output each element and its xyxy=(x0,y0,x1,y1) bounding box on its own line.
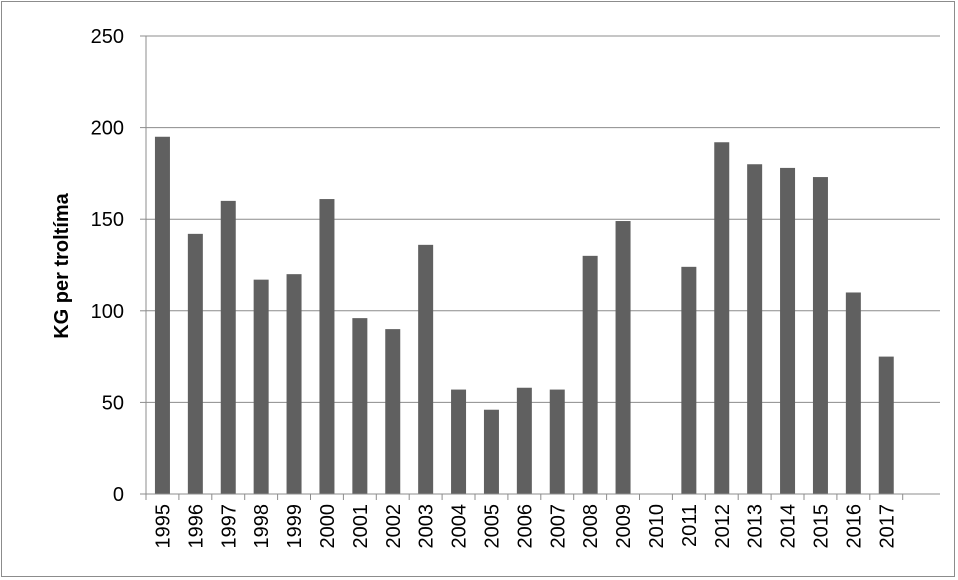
bar-2005 xyxy=(483,409,499,494)
x-tick-label: 2009 xyxy=(613,504,635,549)
y-tick-label: 100 xyxy=(91,301,124,323)
bar-2014 xyxy=(780,167,796,495)
bar-2016 xyxy=(845,292,861,494)
y-tick-label: 0 xyxy=(113,484,124,506)
bar-2009 xyxy=(615,221,631,495)
x-tick-label: 2010 xyxy=(646,504,668,549)
y-tick-label: 250 xyxy=(91,26,124,48)
bar-2011 xyxy=(681,266,697,494)
x-tick-label: 2013 xyxy=(745,504,767,549)
bar-2000 xyxy=(319,199,335,494)
bars xyxy=(154,136,894,495)
x-tick-label: 1997 xyxy=(218,504,240,549)
bar-1997 xyxy=(220,200,236,494)
bar-2004 xyxy=(451,389,467,494)
x-tick-label: 1998 xyxy=(251,504,273,549)
y-tick-label: 150 xyxy=(91,209,124,231)
gridlines xyxy=(146,35,940,403)
x-tick-label: 2000 xyxy=(317,504,339,549)
bar-2015 xyxy=(812,177,828,494)
x-tick-label: 2015 xyxy=(810,504,832,549)
bar-2003 xyxy=(418,244,434,494)
bar-1995 xyxy=(154,136,170,494)
y-tick-label: 200 xyxy=(91,118,124,140)
bar-2012 xyxy=(714,142,730,495)
bar-2013 xyxy=(747,164,763,495)
x-tick-label: 2002 xyxy=(383,504,405,549)
bar-1996 xyxy=(187,233,203,494)
x-tick-label: 2017 xyxy=(876,504,898,549)
bar-2001 xyxy=(352,318,368,494)
x-tick-label: 2003 xyxy=(416,504,438,549)
x-tick-label: 2006 xyxy=(514,504,536,549)
x-tick-label: 1995 xyxy=(152,504,174,549)
x-tick-labels: 1995 1996 1997 1998 1999 2000 2001 2002 2003 2004… xyxy=(152,504,898,549)
x-tick-label: 2011 xyxy=(679,504,701,547)
x-tick-label: 2004 xyxy=(449,504,471,549)
y-tick-label: 50 xyxy=(102,392,124,414)
y-axis-title: KG per troltíma xyxy=(51,192,73,338)
x-tick-label: 2007 xyxy=(547,504,569,549)
x-tick-label: 1999 xyxy=(284,504,306,549)
x-tick-label: 1996 xyxy=(185,504,207,549)
bar-1998 xyxy=(253,279,269,494)
bar-2017 xyxy=(878,356,894,494)
x-tick-label: 2016 xyxy=(843,504,865,549)
x-tick-label: 2005 xyxy=(481,504,503,549)
x-tick-label: 2008 xyxy=(580,504,602,549)
x-tick-label: 2001 xyxy=(350,504,372,549)
bar-2008 xyxy=(582,255,598,494)
bar-1999 xyxy=(286,274,302,494)
axes xyxy=(140,35,940,500)
bar-2006 xyxy=(516,387,532,494)
bar-2007 xyxy=(549,389,565,494)
x-tick-label: 2012 xyxy=(712,504,734,549)
y-tick-labels: 0 50 100 150 200 250 xyxy=(91,26,124,506)
x-tick-label: 2014 xyxy=(778,504,800,549)
bar-2002 xyxy=(385,329,401,494)
